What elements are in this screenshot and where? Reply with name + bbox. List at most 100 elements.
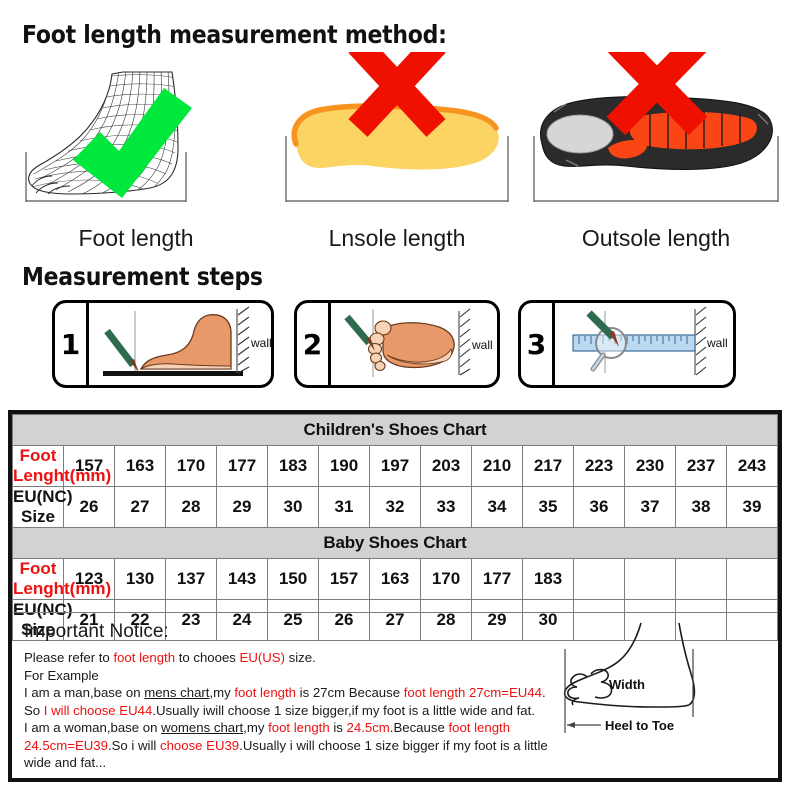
cell-eu-size: 31 — [318, 486, 370, 528]
cell-foot-length: 170 — [420, 558, 472, 600]
notice-text-highlight: foot length — [234, 685, 296, 700]
notice-text: I am a man,base on — [24, 685, 145, 700]
notice-text: .Usually iwill choose 1 size bigger,if m… — [152, 702, 535, 718]
notice-line-2: For Example — [24, 667, 99, 683]
cell-foot-length-empty — [624, 558, 676, 600]
cell-foot-length: 183 — [267, 445, 319, 487]
table-title-row: Children's Shoes Chart — [12, 414, 778, 446]
cell-eu-size: 38 — [675, 486, 727, 528]
method-panel-label: Outsole length — [581, 225, 731, 251]
cell-foot-length: 177 — [216, 445, 268, 487]
table-row: Foot Lenght(mm) 123 130 137 143 150 157 … — [12, 558, 778, 600]
method-panel-insole-length: Lnsole length — [272, 52, 522, 252]
notice-text-highlight: foot length — [113, 650, 176, 665]
cell-foot-length: 190 — [318, 445, 370, 487]
cell-foot-length: 123 — [63, 558, 115, 600]
notice-text: is — [329, 720, 347, 735]
cell-eu-size: 22 — [114, 599, 166, 641]
notice-line-1: Please refer to foot length to chooes EU… — [24, 649, 766, 667]
size-chart-block: Children's Shoes Chart Foot Lenght(mm) 1… — [8, 410, 782, 782]
cell-foot-length: 230 — [624, 445, 676, 487]
baby-chart-title: Baby Shoes Chart — [12, 527, 778, 559]
cell-foot-length: 130 — [114, 558, 166, 600]
cell-eu-size: 26 — [63, 486, 115, 528]
cell-eu-size: 27 — [114, 486, 166, 528]
cell-eu-size: 34 — [471, 486, 523, 528]
width-label: Width — [609, 677, 645, 692]
children-chart-title: Children's Shoes Chart — [12, 414, 778, 446]
cell-eu-size: 29 — [471, 599, 523, 641]
notice-text-highlight: foot length 27cm=EU44 — [403, 685, 542, 700]
heading-measurement-steps: Measurement steps — [22, 262, 263, 291]
notice-text-highlight: 24.5cm — [346, 720, 390, 735]
pencil-icon — [104, 328, 139, 373]
cell-eu-size: 37 — [624, 486, 676, 528]
notice-title: Important Notice: — [24, 621, 169, 642]
outsole-icon — [522, 52, 790, 204]
row-label-eu-size: EU(NC) Size — [12, 599, 73, 641]
table-row: EU(NC) Size 21 22 23 24 25 26 27 28 29 3… — [12, 599, 778, 641]
children-shoes-table: Children's Shoes Chart Foot Lenght(mm) 1… — [12, 414, 778, 641]
cell-foot-length-empty — [675, 558, 727, 600]
cell-eu-size: 30 — [522, 599, 574, 641]
cell-foot-length: 157 — [318, 558, 370, 600]
cell-eu-size: 36 — [573, 486, 625, 528]
red-cross-mark — [348, 52, 446, 137]
cell-foot-length: 217 — [522, 445, 574, 487]
cell-foot-length-empty — [573, 558, 625, 600]
step-number: 3 — [521, 303, 555, 385]
notice-text-underline: womens chart — [161, 720, 244, 735]
cell-eu-size: 28 — [420, 599, 472, 641]
cell-foot-length: 237 — [675, 445, 727, 487]
step-box-2: 2 wall — [294, 300, 500, 388]
notice-text: Please refer to — [24, 650, 114, 665]
cell-eu-size-empty — [573, 599, 625, 641]
notice-text-highlight: foot length — [268, 720, 330, 735]
cell-foot-length: 163 — [114, 445, 166, 487]
notice-line-6: 24.5cm=EU39.So i will choose EU39.Usuall… — [24, 737, 766, 755]
cell-eu-size: 33 — [420, 486, 472, 528]
important-notice-section: Important Notice: Please refer to foot l… — [12, 612, 778, 778]
notice-text-highlight: choose EU39 — [159, 737, 240, 753]
notice-text: . — [541, 685, 546, 700]
notice-line-4: So I will choose EU44.Usually iwill choo… — [24, 702, 766, 720]
measurement-steps-row: 1 wall — [0, 300, 790, 400]
foot-sole-pencil-icon: wall — [331, 303, 497, 385]
cell-eu-size: 30 — [267, 486, 319, 528]
row-label-foot-length: Foot Lenght(mm) — [12, 445, 112, 487]
foot-wireframe-icon — [0, 52, 272, 204]
cell-foot-length: 163 — [369, 558, 421, 600]
cell-foot-length: 177 — [471, 558, 523, 600]
notice-text: .So i will — [107, 737, 160, 753]
cell-foot-length: 203 — [420, 445, 472, 487]
notice-text: So — [24, 702, 44, 718]
notice-line-5: I am a woman,base on womens chart,my foo… — [24, 719, 766, 737]
foot-measurement-diagram-icon: Width Heel to Toe — [553, 621, 768, 756]
cell-foot-length: 143 — [216, 558, 268, 600]
notice-text-highlight: 24.5cm=EU39 — [24, 737, 108, 753]
cell-eu-size: 26 — [318, 599, 370, 641]
wall-label: wall — [250, 336, 271, 350]
notice-text: ,my — [209, 685, 235, 700]
step-number: 2 — [297, 303, 331, 385]
cell-eu-size: 25 — [267, 599, 319, 641]
table-row: EU(NC) Size 26 27 28 29 30 31 32 33 34 3… — [12, 486, 778, 528]
notice-text: .Because — [389, 720, 449, 735]
cell-eu-size: 32 — [369, 486, 421, 528]
cell-eu-size: 28 — [165, 486, 217, 528]
notice-text: to chooes — [175, 650, 240, 665]
foot-side-pencil-icon: wall — [89, 303, 271, 385]
green-check-mark — [73, 88, 192, 198]
ruler-magnifier-icon: wall — [555, 303, 733, 385]
notice-text: .Usually i will choose 1 size bigger if … — [239, 737, 548, 753]
notice-text: size. — [284, 650, 316, 665]
notice-text: ,my — [243, 720, 269, 735]
method-panel-label: Foot length — [78, 225, 194, 251]
cell-eu-size-empty — [675, 599, 727, 641]
cell-foot-length: 243 — [726, 445, 778, 487]
cell-foot-length: 170 — [165, 445, 217, 487]
cell-eu-size: 39 — [726, 486, 778, 528]
method-panel-label: Lnsole length — [328, 225, 466, 251]
step-number: 1 — [55, 303, 89, 385]
table-row: Foot Lenght(mm) 157 163 170 177 183 190 … — [12, 445, 778, 487]
